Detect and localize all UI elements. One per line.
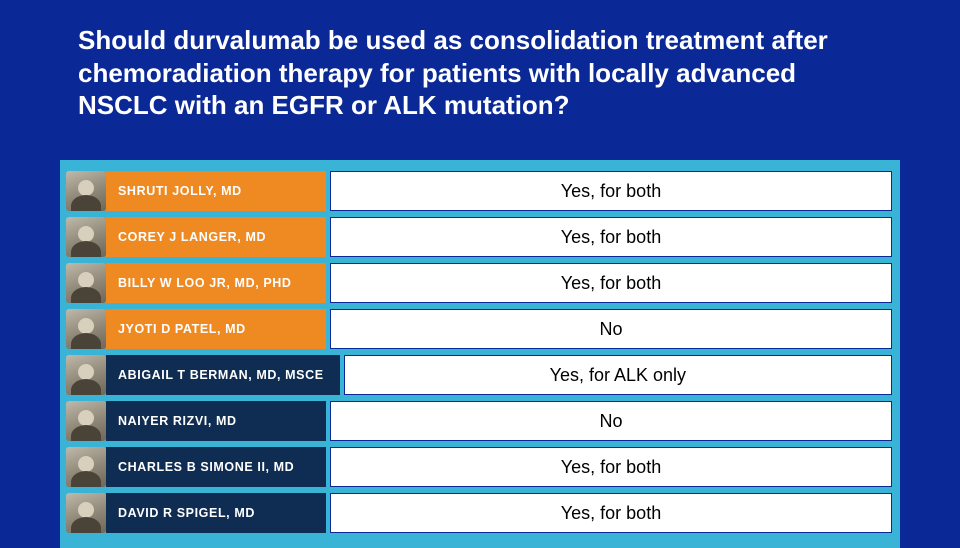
expert-name: JYOTI D PATEL, MD (106, 309, 326, 349)
table-row: NAIYER RIZVI, MD No (64, 400, 896, 442)
expert-answer: Yes, for ALK only (344, 355, 892, 395)
avatar (66, 401, 106, 441)
slide: Should durvalumab be used as consolidati… (0, 0, 960, 540)
expert-answer: No (330, 309, 892, 349)
table-row: BILLY W LOO JR, MD, PHD Yes, for both (64, 262, 896, 304)
question-title: Should durvalumab be used as consolidati… (78, 24, 890, 122)
table-row: CHARLES B SIMONE II, MD Yes, for both (64, 446, 896, 488)
expert-name: BILLY W LOO JR, MD, PHD (106, 263, 326, 303)
expert-name: DAVID R SPIGEL, MD (106, 493, 326, 533)
expert-answer: Yes, for both (330, 171, 892, 211)
avatar (66, 217, 106, 257)
responses-panel: SHRUTI JOLLY, MD Yes, for both COREY J L… (60, 160, 900, 548)
avatar (66, 263, 106, 303)
expert-name: SHRUTI JOLLY, MD (106, 171, 326, 211)
avatar (66, 447, 106, 487)
table-row: ABIGAIL T BERMAN, MD, MSCE Yes, for ALK … (64, 354, 896, 396)
expert-name: CHARLES B SIMONE II, MD (106, 447, 326, 487)
expert-name: NAIYER RIZVI, MD (106, 401, 326, 441)
avatar (66, 171, 106, 211)
expert-answer: Yes, for both (330, 493, 892, 533)
expert-answer: Yes, for both (330, 447, 892, 487)
expert-answer: No (330, 401, 892, 441)
expert-name: ABIGAIL T BERMAN, MD, MSCE (106, 355, 340, 395)
expert-answer: Yes, for both (330, 263, 892, 303)
expert-answer: Yes, for both (330, 217, 892, 257)
table-row: DAVID R SPIGEL, MD Yes, for both (64, 492, 896, 534)
table-row: JYOTI D PATEL, MD No (64, 308, 896, 350)
table-row: COREY J LANGER, MD Yes, for both (64, 216, 896, 258)
avatar (66, 493, 106, 533)
expert-name: COREY J LANGER, MD (106, 217, 326, 257)
table-row: SHRUTI JOLLY, MD Yes, for both (64, 170, 896, 212)
avatar (66, 355, 106, 395)
avatar (66, 309, 106, 349)
